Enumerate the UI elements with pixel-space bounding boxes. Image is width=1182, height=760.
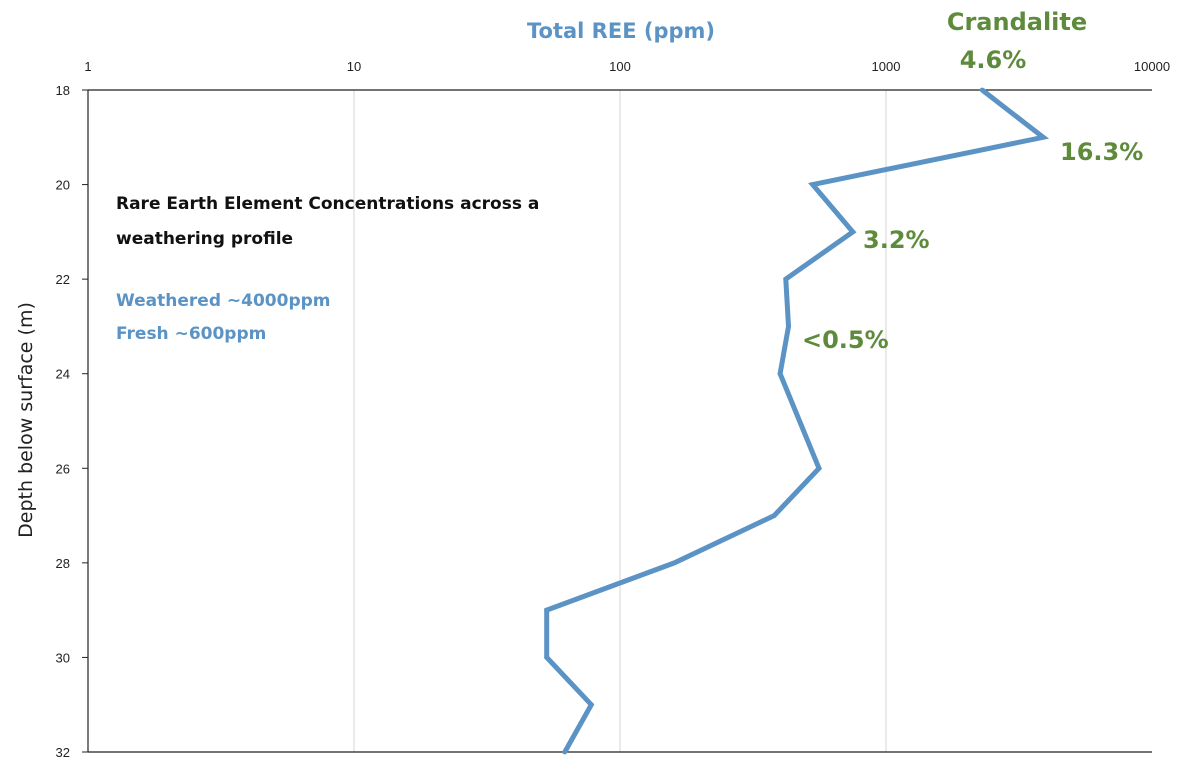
x-tick-label-10: 10 xyxy=(347,59,361,74)
x-tick-labels: 1 10 100 1000 10000 xyxy=(84,59,1170,74)
y-tick-label-32: 32 xyxy=(56,745,70,760)
axes xyxy=(82,89,1152,753)
y-tick-label-20: 20 xyxy=(56,178,70,193)
y-tick-label-24: 24 xyxy=(56,367,70,382)
data-point-0-5 xyxy=(786,324,791,329)
data-point-0-6 xyxy=(777,371,783,377)
data-point-0-2 xyxy=(810,182,816,187)
data-point-0-8 xyxy=(771,513,777,518)
data-point-0-3 xyxy=(850,229,856,235)
y-tick-label-18: 18 xyxy=(56,83,70,98)
data-point-0-9 xyxy=(671,560,677,566)
x-axis-title: Total REE (ppm) xyxy=(527,19,715,43)
data-point-0-1 xyxy=(1040,134,1046,140)
data-point-0-0 xyxy=(979,87,985,93)
x-tick-label-100: 100 xyxy=(609,59,631,74)
chart-note-line-1: Rare Earth Element Concentrations across… xyxy=(116,194,539,214)
y-tick-label-28: 28 xyxy=(56,556,70,571)
crandalite-pct-21m: 3.2% xyxy=(863,226,930,254)
series-layer xyxy=(544,87,1050,755)
data-point-0-7 xyxy=(816,465,822,471)
gridlines xyxy=(353,90,887,752)
y-tick-label-30: 30 xyxy=(56,650,70,665)
fresh-note: Fresh ~600ppm xyxy=(116,324,266,344)
chart-note-line-2: weathering profile xyxy=(116,229,293,249)
y-tick-label-22: 22 xyxy=(56,272,70,287)
x-tick-label-1: 1 xyxy=(84,59,91,74)
series-line-0 xyxy=(544,88,1050,754)
x-tick-label-10000: 10000 xyxy=(1134,59,1170,74)
y-tick-label-26: 26 xyxy=(56,461,70,476)
x-tick-label-1000: 1000 xyxy=(872,59,901,74)
weathered-note: Weathered ~4000ppm xyxy=(116,291,331,311)
crandalite-label: Crandalite xyxy=(947,8,1087,36)
crandalite-pct-top: 4.6% xyxy=(960,46,1027,74)
y-tick-labels: 18 20 22 24 26 28 30 32 xyxy=(56,83,70,760)
crandalite-pct-19m: 16.3% xyxy=(1060,138,1143,166)
data-point-0-13 xyxy=(562,749,568,755)
data-point-0-12 xyxy=(588,702,594,708)
y-axis-title: Depth below surface (m) xyxy=(15,302,37,538)
crandalite-pct-23m: <0.5% xyxy=(802,326,889,354)
data-point-0-4 xyxy=(783,276,789,282)
data-point-0-10 xyxy=(544,607,550,613)
data-point-0-11 xyxy=(544,655,550,660)
